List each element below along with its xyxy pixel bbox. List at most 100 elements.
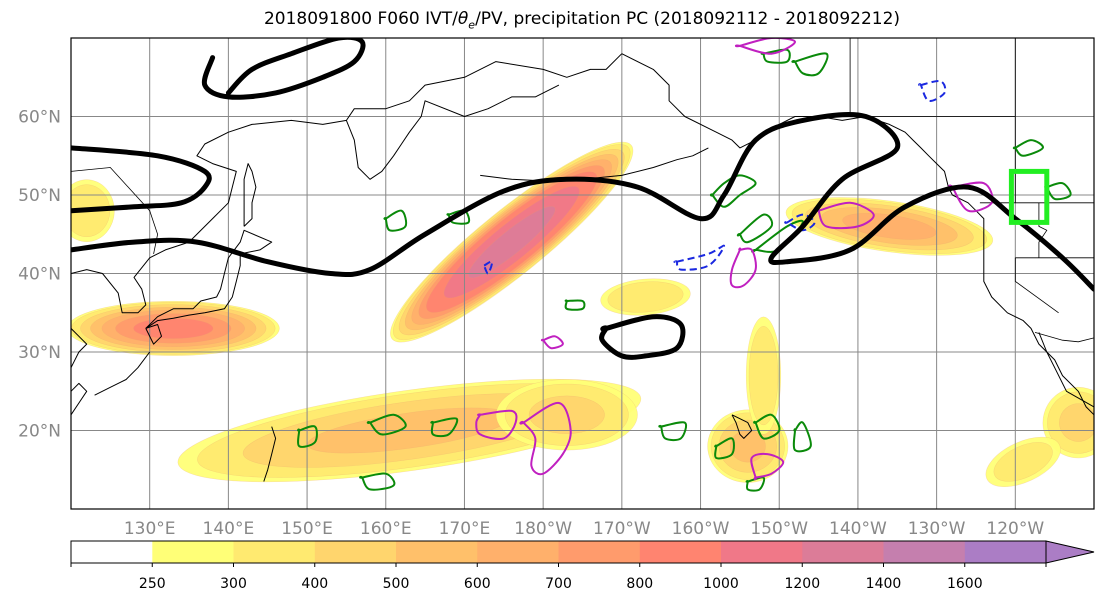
coastline-baja xyxy=(1038,332,1094,408)
colorbar-label: 1400 xyxy=(866,576,902,592)
theta-e-contour-jet-main xyxy=(71,112,1094,292)
ivt-blob-japan-plume xyxy=(71,300,280,356)
colorbar-swatch xyxy=(883,541,966,563)
coastline-korea-china xyxy=(71,53,623,314)
precip-contour-precip-coastal-1 xyxy=(1012,139,1044,157)
colorbar-label: 250 xyxy=(139,576,166,592)
theta-e-contour-jet-north xyxy=(201,38,366,100)
ivt-blob-sw-baja-plume xyxy=(985,436,1061,487)
coastline-japan xyxy=(145,229,273,329)
coastline-philippines-taiwan xyxy=(71,382,88,416)
precip-contour-precip-tropics-2 xyxy=(359,472,396,491)
colorbar-extend-arrow xyxy=(1045,540,1095,564)
precip-negative-neg-gulf xyxy=(784,213,816,232)
precip-contour-precip-hawaii-2 xyxy=(792,421,812,453)
lon-tick-label: 130°E xyxy=(124,519,176,539)
precip-negative-neg-alaska xyxy=(918,79,947,102)
colorbar-label: 500 xyxy=(383,576,410,592)
pv-contour-pv-purple-7 xyxy=(734,38,797,55)
lon-tick-label: 170°E xyxy=(439,519,491,539)
lon-tick-label: 120°W xyxy=(986,519,1044,539)
coastline-kyushu xyxy=(145,324,162,345)
title-suffix: /PV, precipitation PC (2018092112 - 2018… xyxy=(475,9,901,29)
precip-contour-precip-sw-3 xyxy=(745,476,766,492)
colorbar-label: 600 xyxy=(464,576,491,592)
colorbar-swatch xyxy=(152,541,235,563)
precip-negative-neg-aleutian xyxy=(673,244,726,271)
colorbar-swatch xyxy=(802,541,885,563)
colorbar-swatch xyxy=(964,541,1047,563)
lon-tick-label: 140°E xyxy=(203,519,255,539)
ivt-level-1200 xyxy=(467,205,556,279)
pv-contour-pv-purple-3 xyxy=(729,247,757,289)
ivt-level-300 xyxy=(993,442,1053,482)
colorbar-label: 400 xyxy=(301,576,328,592)
ivt-blob-hawaii-stem xyxy=(745,316,782,435)
target-box-layer xyxy=(1008,168,1050,225)
precip-contour-precip-kamchatka xyxy=(383,209,408,232)
colorbar-swatch xyxy=(71,541,153,563)
coastline-kamchatka xyxy=(345,84,560,180)
precip-contour-precip-sw-1 xyxy=(658,421,688,442)
lon-tick-label: 140°W xyxy=(829,519,887,539)
precip-contour-precip-aleutian xyxy=(709,174,757,208)
precip-contour-precip-north-1 xyxy=(791,52,829,77)
lat-tick-label: 50°N xyxy=(18,186,61,206)
precip-contour-precip-tropics-3 xyxy=(430,417,459,438)
title-theta-sub: e xyxy=(468,18,476,32)
ivt-blob-mid-pacific-plume xyxy=(600,278,691,316)
coastline-layer xyxy=(71,38,1094,482)
axis-ticks-layer: 130°E 140°E 150°E 160°E 170°E 180°W 170°W 160°W… xyxy=(18,108,1044,540)
title-theta: θ xyxy=(457,9,469,29)
ivt-level-300 xyxy=(748,326,779,426)
ivt-level-400 xyxy=(1059,403,1094,442)
coastline-ryukyu xyxy=(94,351,151,396)
theta-e-contour-layer xyxy=(71,38,1094,360)
pv-contour-pv-purple-1 xyxy=(519,402,572,476)
target-region-box xyxy=(1008,168,1050,225)
precip-contour-precip-north-2 xyxy=(760,48,791,64)
colorbar-label: 1000 xyxy=(703,576,739,592)
precip-contour-precip-hawaii-1 xyxy=(753,413,781,440)
colorbar-label: 1200 xyxy=(784,576,820,592)
border-us-mexico xyxy=(1034,332,1094,343)
coastline-china-coast xyxy=(71,328,88,368)
precip-contour-precip-tropics-4 xyxy=(297,425,318,448)
map-frame xyxy=(70,37,1095,510)
title-prefix: 2018091800 F060 IVT/ xyxy=(263,9,458,29)
lat-tick-label: 60°N xyxy=(18,108,61,128)
colorbar-label: 800 xyxy=(626,576,653,592)
precip-contour-precip-jet-2 xyxy=(736,213,774,244)
precip-contour-precip-sw-2 xyxy=(714,437,735,460)
colorbar-swatch xyxy=(233,541,316,563)
colorbar-swatch xyxy=(477,541,560,563)
precip-contour-precip-tropics-1 xyxy=(366,413,407,436)
colorbar-swatch xyxy=(396,541,478,563)
lon-tick-label: 130°W xyxy=(908,519,966,539)
lon-tick-label: 160°E xyxy=(360,519,412,539)
colorbar-swatch xyxy=(639,541,722,563)
coastline-marianas xyxy=(263,426,277,482)
lon-tick-label: 160°W xyxy=(672,519,730,539)
ivt-blob-kamchatka-plume xyxy=(390,141,634,343)
theta-e-contour-closed-low xyxy=(599,314,686,360)
ivt-blob-gulf-plume xyxy=(785,197,994,256)
map-layers xyxy=(71,38,1094,509)
pv-contour-pv-purple-5 xyxy=(750,452,785,481)
colorbar-label: 300 xyxy=(220,576,247,592)
border-state-3 xyxy=(1038,202,1048,258)
gridlines-layer xyxy=(71,38,1094,509)
border-state-2 xyxy=(1014,257,1059,314)
chart-title: 2018091800 F060 IVT/θe/PV, precipitation… xyxy=(70,9,1094,31)
lat-tick-label: 20°N xyxy=(18,422,61,442)
lat-tick-label: 30°N xyxy=(18,343,61,363)
pv-contour-pv-purple-6 xyxy=(540,335,564,350)
lat-tick-label: 40°N xyxy=(18,265,61,285)
ivt-level-800 xyxy=(133,317,214,339)
coastline-sakhalin xyxy=(243,163,257,227)
coastline-alaska xyxy=(621,53,1094,416)
pv-contour-pv-purple-4 xyxy=(814,201,875,230)
theta-e-contour-jet-west xyxy=(71,145,212,214)
